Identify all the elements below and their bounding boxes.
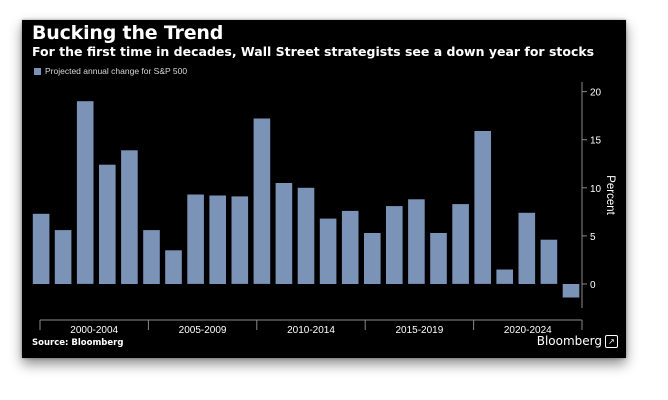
bar-2022 — [518, 212, 536, 284]
bar-2006 — [165, 250, 182, 284]
bar-2018 — [430, 233, 447, 284]
y-tick-label-5: 5 — [590, 232, 596, 243]
x-group-label-2000-2004: 2000-2004 — [70, 325, 118, 336]
brand-label: Bloomberg — [536, 334, 602, 348]
bar-2011 — [275, 183, 293, 284]
legend-swatch — [34, 67, 41, 75]
bar-2004 — [121, 150, 138, 284]
source-note: Source: Bloomberg — [32, 338, 124, 348]
brand-logo: Bloomberg ↗ — [537, 334, 618, 348]
y-tick-label-10: 10 — [590, 184, 602, 195]
legend-label: Projected annual change for S&P 500 — [45, 66, 188, 76]
bar-2003 — [99, 164, 116, 284]
bar-2014 — [341, 210, 359, 284]
bar-2013 — [319, 218, 337, 284]
chart-title: Bucking the Trend — [32, 22, 224, 44]
bar-2019 — [452, 204, 469, 284]
x-group-label-2005-2009: 2005-2009 — [179, 325, 227, 336]
bar-2009 — [231, 196, 249, 284]
bar-2010 — [253, 118, 271, 284]
x-group-label-2020-2024: 2020-2024 — [504, 325, 552, 336]
bar-2008 — [209, 195, 226, 284]
bar-2015 — [364, 233, 381, 284]
bar-2007 — [187, 194, 204, 284]
bar-chart: 0 5 10 15 20 Percent 2000-2004 2005-2009 2010-20… — [32, 82, 616, 336]
bar-2000 — [32, 213, 50, 284]
chart-card: Bucking the Trend For the first time in … — [22, 20, 626, 358]
chart-subtitle: For the first time in decades, Wall Stre… — [32, 44, 595, 59]
bar-2016 — [386, 206, 403, 284]
bar-2017 — [408, 199, 425, 284]
y-axis-label: Percent — [604, 175, 616, 215]
bar-2012 — [297, 187, 315, 284]
bar-2023 — [540, 239, 558, 284]
bar-2021 — [496, 269, 513, 284]
share-icon: ↗ — [605, 334, 618, 348]
bar-2024 — [562, 284, 580, 298]
x-group-label-2015-2019: 2015-2019 — [395, 325, 443, 336]
bar-2020 — [474, 131, 491, 284]
legend: Projected annual change for S&P 500 — [34, 66, 187, 76]
bar-2002 — [76, 101, 94, 284]
y-tick-label-20: 20 — [590, 88, 602, 99]
bar-2001 — [54, 230, 72, 284]
y-tick-label-0: 0 — [590, 280, 596, 291]
bar-2005 — [143, 230, 160, 284]
x-group-label-2010-2014: 2010-2014 — [287, 325, 335, 336]
y-tick-label-15: 15 — [590, 136, 602, 147]
